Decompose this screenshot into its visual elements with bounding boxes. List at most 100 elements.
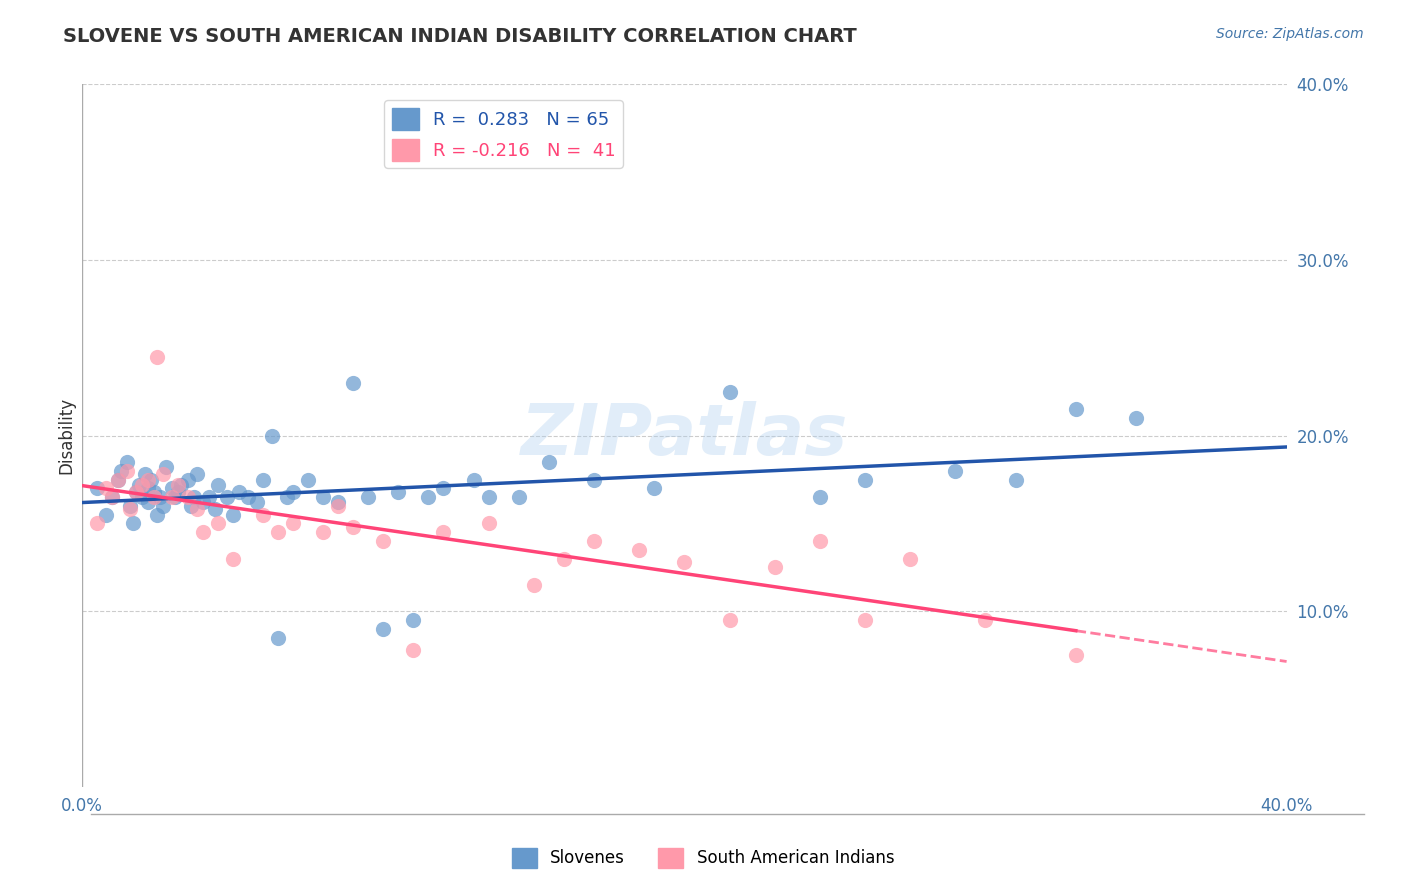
Point [463, 473, 485, 487]
Point [326, 499, 349, 513]
Point [853, 473, 876, 487]
Point [155, 460, 177, 475]
Point [582, 534, 605, 549]
Point [215, 490, 238, 504]
Point [418, 490, 440, 504]
Point [143, 484, 166, 499]
Point [312, 490, 335, 504]
Point [342, 520, 364, 534]
Point [143, 490, 166, 504]
Point [122, 516, 145, 531]
Point [342, 376, 364, 390]
Point [138, 473, 160, 487]
Point [191, 495, 214, 509]
Point [176, 490, 198, 504]
Point [167, 484, 190, 499]
Point [176, 473, 198, 487]
Point [297, 473, 319, 487]
Point [673, 555, 696, 569]
Point [131, 490, 153, 504]
Point [718, 384, 741, 399]
Point [281, 516, 304, 531]
Point [312, 525, 335, 540]
Point [537, 455, 560, 469]
Point [125, 484, 148, 499]
Point [134, 467, 156, 482]
Point [207, 516, 229, 531]
Point [252, 508, 274, 522]
Point [162, 490, 184, 504]
Point [86, 516, 108, 531]
Point [186, 467, 208, 482]
Point [326, 495, 349, 509]
Point [120, 502, 142, 516]
Point [373, 622, 395, 636]
Point [191, 525, 214, 540]
Point [508, 490, 530, 504]
Point [478, 490, 501, 504]
Text: Source: ZipAtlas.com: Source: ZipAtlas.com [1216, 27, 1364, 41]
Point [808, 490, 831, 504]
Point [186, 502, 208, 516]
Point [432, 525, 454, 540]
Point [373, 534, 395, 549]
Point [120, 499, 142, 513]
Legend: R =  0.283   N = 65, R = -0.216   N =  41: R = 0.283 N = 65, R = -0.216 N = 41 [384, 101, 623, 168]
Point [267, 525, 290, 540]
Point [252, 473, 274, 487]
Point [523, 578, 546, 592]
Point [101, 490, 124, 504]
Point [146, 508, 169, 522]
Point [207, 478, 229, 492]
Point [357, 490, 380, 504]
Point [183, 490, 205, 504]
Point [141, 473, 163, 487]
Point [628, 542, 651, 557]
Point [152, 499, 174, 513]
Point [478, 516, 501, 531]
Point [228, 484, 250, 499]
Point [763, 560, 786, 574]
Point [276, 490, 298, 504]
Point [110, 464, 132, 478]
Point [718, 613, 741, 627]
Point [167, 478, 190, 492]
Point [138, 495, 160, 509]
Point [107, 473, 129, 487]
Text: SLOVENE VS SOUTH AMERICAN INDIAN DISABILITY CORRELATION CHART: SLOVENE VS SOUTH AMERICAN INDIAN DISABIL… [63, 27, 858, 45]
Point [117, 455, 139, 469]
Point [221, 508, 243, 522]
Point [974, 613, 997, 627]
Point [1004, 473, 1026, 487]
Point [387, 484, 409, 499]
Point [162, 481, 184, 495]
Point [402, 643, 425, 657]
Point [853, 613, 876, 627]
Point [152, 467, 174, 482]
Point [117, 464, 139, 478]
Point [1064, 402, 1087, 417]
Point [808, 534, 831, 549]
Point [138, 481, 160, 495]
Point [86, 481, 108, 495]
Point [96, 481, 118, 495]
Point [643, 481, 665, 495]
Point [101, 490, 124, 504]
Point [898, 551, 921, 566]
Point [582, 473, 605, 487]
Point [402, 613, 425, 627]
Point [165, 490, 187, 504]
Point [1064, 648, 1087, 662]
Point [204, 502, 226, 516]
Legend: Slovenes, South American Indians: Slovenes, South American Indians [505, 841, 901, 875]
Point [180, 499, 202, 513]
Point [260, 428, 283, 442]
Point [246, 495, 269, 509]
Point [107, 473, 129, 487]
Point [553, 551, 575, 566]
Text: ZIPatlas: ZIPatlas [520, 401, 848, 470]
Y-axis label: Disability: Disability [58, 397, 75, 475]
Point [236, 490, 259, 504]
Point [170, 478, 193, 492]
Point [146, 350, 169, 364]
